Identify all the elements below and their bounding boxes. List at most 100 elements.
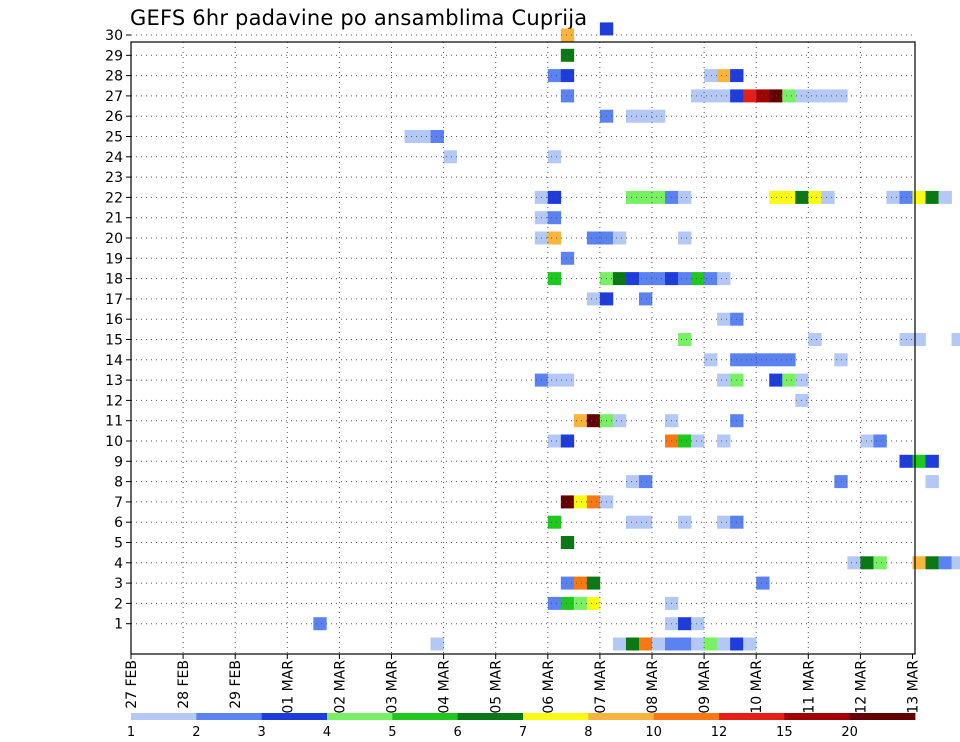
heatmap-cell: [717, 373, 731, 387]
heatmap-cell: [704, 89, 718, 103]
heatmap-cell: [547, 515, 562, 529]
heatmap-cell: [717, 312, 731, 326]
heatmap-cell: [769, 190, 783, 204]
heatmap-cell: [691, 272, 705, 286]
colorbar-swatch: [588, 713, 655, 720]
heatmap-cell: [782, 373, 796, 387]
heatmap-cell: [743, 89, 757, 103]
heatmap-cell: [743, 637, 757, 651]
heatmap-cell: [443, 150, 457, 164]
x-axis: 27 FEB 28 FEB 29 FEB 01 MAR 02 MAR 03 MAR 04 M…: [124, 654, 922, 714]
heatmap-cell: [756, 89, 770, 103]
x-tick-label: 28 FEB: [176, 660, 192, 709]
heatmap-cell: [938, 190, 952, 204]
heatmap-cell: [652, 109, 666, 123]
y-tick-label: 5: [114, 536, 123, 552]
heatmap-cell: [782, 353, 796, 367]
colorbar-label: 5: [388, 725, 396, 740]
heatmap-cell: [417, 130, 431, 143]
heatmap-cell: [560, 596, 575, 610]
heatmap-cell: [756, 353, 770, 367]
x-tick-label: 10 MAR: [749, 660, 765, 714]
heatmap-cell: [638, 109, 653, 123]
heatmap-cell: [704, 353, 718, 367]
heatmap-cell: [625, 109, 640, 123]
heatmap-cell: [560, 536, 575, 549]
heatmap-cell: [951, 333, 960, 346]
heatmap-cell: [873, 434, 887, 448]
heatmap-cell: [678, 333, 692, 346]
heatmap-cell: [873, 556, 887, 570]
heatmap-cell: [560, 48, 575, 62]
y-tick-label: 1: [114, 617, 123, 633]
x-tick-label: 13 MAR: [906, 660, 922, 714]
x-tick-label: 08 MAR: [645, 660, 661, 714]
y-tick-label: 27: [105, 89, 123, 105]
heatmap-cell: [430, 130, 444, 143]
heatmap-cell: [717, 434, 731, 448]
colorbar-label: 2: [192, 725, 200, 740]
heatmap-cell: [625, 515, 640, 529]
heatmap-cell: [612, 637, 627, 651]
heatmap-cell: [560, 69, 575, 83]
heatmap-cell: [678, 617, 692, 631]
y-tick-label: 15: [105, 333, 123, 349]
heatmap-cell: [573, 576, 588, 590]
heatmap-cell: [547, 69, 562, 83]
heatmap-cell: [625, 190, 640, 204]
heatmap-cell: [756, 576, 770, 590]
heatmap-cell: [547, 150, 562, 164]
y-tick-label: 28: [105, 69, 123, 85]
heatmap-cell: [638, 272, 653, 286]
heatmap-cell: [560, 251, 575, 265]
heatmap-cell: [599, 22, 614, 36]
x-tick-label: 02 MAR: [332, 660, 348, 714]
heatmap-cell: [560, 373, 575, 387]
y-tick-label: 13: [105, 373, 123, 389]
heatmap-cell: [782, 190, 796, 204]
y-tick-label: 12: [105, 393, 123, 409]
colorbar-label: 3: [258, 725, 266, 740]
heatmap-cell: [665, 637, 679, 651]
heatmap-cell: [782, 89, 796, 103]
y-tick-label: 29: [105, 48, 123, 64]
heatmap-cell: [925, 556, 939, 570]
heatmap-cell: [547, 373, 562, 387]
y-tick-label: 6: [114, 515, 123, 531]
heatmap-cell: [704, 637, 718, 651]
colorbar-swatch: [523, 713, 589, 720]
heatmap-cell: [808, 190, 822, 204]
x-tick-label: 27 FEB: [124, 660, 140, 709]
heatmap-cell: [586, 414, 601, 428]
heatmap-cell: [638, 190, 653, 204]
heatmap-cell: [586, 231, 601, 245]
heatmap-cell: [560, 576, 575, 590]
heatmap-cell: [560, 434, 575, 448]
heatmap-cell: [717, 637, 731, 651]
y-tick-label: 22: [105, 190, 123, 206]
y-tick-label: 19: [105, 251, 123, 267]
colorbar-label: 4: [323, 725, 331, 740]
y-tick-label: 30: [105, 28, 123, 44]
heatmap-cell: [769, 353, 783, 367]
y-tick-label: 18: [105, 272, 123, 288]
heatmap-cell: [560, 495, 575, 509]
colorbar-swatch: [457, 713, 524, 720]
x-tick-label: 01 MAR: [280, 660, 296, 714]
heatmap-cell: [678, 434, 692, 448]
heatmap-cell: [925, 190, 939, 204]
heatmap-cell: [717, 89, 731, 103]
y-tick-label: 8: [114, 475, 123, 491]
heatmap-cell: [847, 556, 861, 570]
heatmap-cell: [547, 272, 562, 286]
heatmap-cell: [547, 596, 562, 610]
heatmap-cell: [625, 637, 640, 651]
y-tick-label: 7: [114, 495, 123, 511]
heatmap-cell: [951, 556, 960, 570]
y-tick-label: 24: [105, 150, 123, 166]
colorbar-swatch: [784, 713, 851, 720]
heatmap-cell: [625, 272, 640, 286]
heatmap-cell: [652, 190, 666, 204]
x-tick-label: 07 MAR: [593, 660, 609, 714]
colorbar-swatch: [131, 713, 197, 720]
